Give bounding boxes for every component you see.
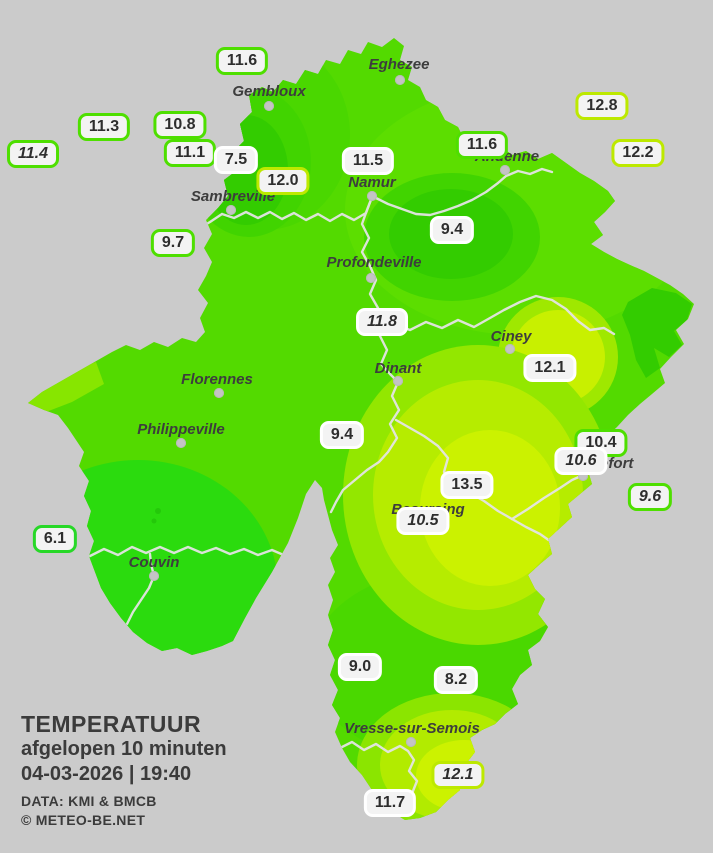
river-viroin bbox=[88, 545, 308, 558]
data-source: DATA: KMI & BMCB bbox=[21, 793, 157, 809]
map-datetime: 04-03-2026 | 19:40 bbox=[21, 763, 192, 785]
river-bocq bbox=[376, 294, 616, 336]
temp-band-northwest-tip bbox=[28, 362, 104, 412]
river-meuse-east bbox=[372, 167, 554, 217]
copyright: © METEO-BE.NET bbox=[21, 812, 146, 828]
temp-blob-cold-profondeville bbox=[389, 189, 513, 279]
title-block: TEMPERATUUR afgelopen 10 minuten 04-03-2… bbox=[21, 711, 227, 830]
river-lesse-branch bbox=[510, 474, 583, 521]
map-title: TEMPERATUUR bbox=[21, 711, 202, 737]
river-sambre bbox=[220, 195, 374, 223]
temp-speck-1 bbox=[155, 508, 161, 514]
temp-band-couvin bbox=[28, 460, 278, 716]
temp-blob-cold-east-border bbox=[622, 288, 692, 378]
temp-band-vresse-core bbox=[416, 740, 512, 812]
temp-speck-2 bbox=[151, 518, 157, 524]
river-meuse-south bbox=[329, 195, 401, 514]
temp-blob-cold-gembloux bbox=[204, 115, 288, 225]
temp-band-beauraing-core bbox=[420, 430, 560, 586]
map-subtitle: afgelopen 10 minuten bbox=[21, 738, 227, 760]
river-semois bbox=[326, 739, 419, 793]
river-eau-noire bbox=[125, 574, 156, 626]
